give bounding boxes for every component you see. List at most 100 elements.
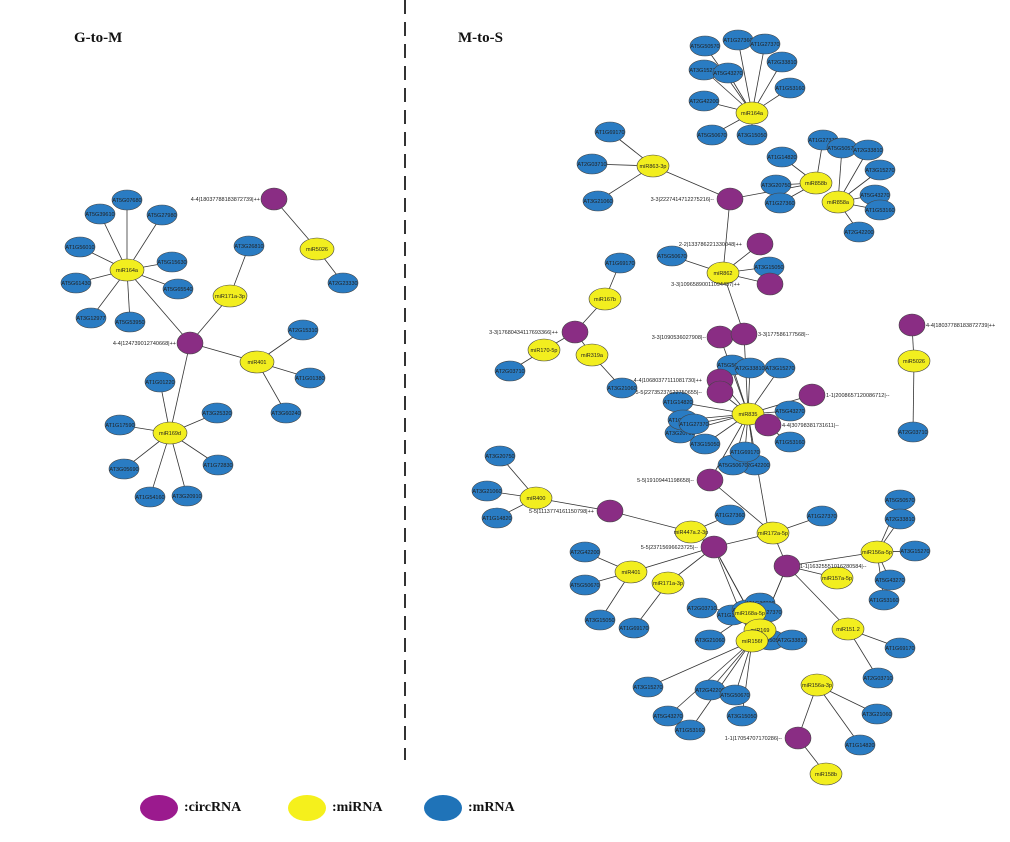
mrna-node[interactable]: AT1G27370 <box>806 505 838 527</box>
mrna-node[interactable]: AT2G03710 <box>862 667 894 689</box>
mrna-node[interactable]: AT5G50670 <box>656 245 688 267</box>
circrna-node[interactable] <box>176 331 204 355</box>
circrna-node[interactable] <box>773 554 801 578</box>
mrna-node[interactable]: AT5G50670 <box>696 124 728 146</box>
circrna-node[interactable] <box>260 187 288 211</box>
mrna-node[interactable]: AT2G33810 <box>734 357 766 379</box>
mrna-node[interactable]: AT3G26810 <box>233 235 265 257</box>
mrna-node[interactable]: AT3G15050 <box>736 124 768 146</box>
mrna-node[interactable]: AT1G17590 <box>104 414 136 436</box>
mrna-node[interactable]: AT2G33810 <box>884 508 916 530</box>
mrna-node[interactable]: AT5G39610 <box>84 203 116 225</box>
mrna-node[interactable]: AT5G61430 <box>60 272 92 294</box>
mirna-node[interactable]: miR172a-5p <box>756 521 790 545</box>
mirna-node[interactable]: miR319a <box>575 343 609 367</box>
mrna-node[interactable]: AT5G43270 <box>874 569 906 591</box>
circrna-node[interactable] <box>716 187 744 211</box>
circrna-node[interactable] <box>756 272 784 296</box>
circrna-node[interactable] <box>706 325 734 349</box>
mirna-node[interactable]: miR862 <box>706 261 740 285</box>
mrna-node[interactable]: AT2G42200 <box>569 541 601 563</box>
mrna-node[interactable]: AT1G01220 <box>144 371 176 393</box>
mrna-node[interactable]: AT3G21060 <box>861 703 893 725</box>
mrna-node[interactable]: AT3G20910 <box>171 485 203 507</box>
mirna-node[interactable]: miR171a-3p <box>212 284 248 308</box>
mrna-node[interactable]: AT1G72830 <box>202 454 234 476</box>
mirna-node[interactable]: miR835 <box>731 402 765 426</box>
mrna-node[interactable]: AT2G15310 <box>287 319 319 341</box>
mrna-node[interactable]: AT1G27360 <box>714 504 746 526</box>
mrna-node[interactable]: AT3G21060 <box>582 190 614 212</box>
mrna-node[interactable]: AT2G33810 <box>776 629 808 651</box>
mrna-node[interactable]: AT5G43270 <box>652 705 684 727</box>
mrna-node[interactable]: AT2G33810 <box>852 139 884 161</box>
mirna-node[interactable]: miR858a <box>821 190 855 214</box>
mirna-node[interactable]: miR167b <box>588 287 622 311</box>
mrna-node[interactable]: AT5G50570 <box>689 35 721 57</box>
mirna-node[interactable]: miR401 <box>614 560 648 584</box>
mrna-node[interactable]: AT1G14820 <box>766 146 798 168</box>
mrna-node[interactable]: AT1G14820 <box>844 734 876 756</box>
mirna-node[interactable]: miR156a-5p <box>860 540 894 564</box>
mrna-node[interactable]: AT5G65540 <box>162 278 194 300</box>
mrna-node[interactable]: AT2G23330 <box>327 272 359 294</box>
mirna-node[interactable]: miR858b <box>799 171 833 195</box>
circrna-node[interactable] <box>730 322 758 346</box>
mirna-node[interactable]: miR400 <box>519 486 553 510</box>
mirna-node[interactable]: miR157a-5p <box>820 566 854 590</box>
mrna-node[interactable]: AT2G33810 <box>766 51 798 73</box>
mrna-node[interactable]: AT3G15050 <box>689 433 721 455</box>
mrna-node[interactable]: AT3G21060 <box>606 377 638 399</box>
circrna-node[interactable] <box>561 320 589 344</box>
mrna-node[interactable]: AT3G60240 <box>270 402 302 424</box>
mirna-node[interactable]: miR5026 <box>299 237 335 261</box>
mrna-node[interactable]: AT3G20750 <box>760 174 792 196</box>
circrna-node[interactable] <box>696 468 724 492</box>
mirna-node[interactable]: miR401 <box>239 350 275 374</box>
mrna-node[interactable]: AT1G53160 <box>674 719 706 741</box>
mrna-node[interactable]: AT2G03710 <box>494 360 526 382</box>
mrna-node[interactable]: AT1G53160 <box>774 431 806 453</box>
mirna-node[interactable]: miR158b <box>809 762 843 786</box>
mirna-node[interactable]: miR169d <box>152 421 188 445</box>
mrna-node[interactable]: AT1G69170 <box>604 252 636 274</box>
mrna-node[interactable]: AT2G03710 <box>897 421 929 443</box>
mrna-node[interactable]: AT3G15050 <box>584 609 616 631</box>
mrna-node[interactable]: AT1G27370 <box>678 413 710 435</box>
mrna-node[interactable]: AT1G69170 <box>884 637 916 659</box>
mrna-node[interactable]: AT3G21060 <box>471 480 503 502</box>
mrna-node[interactable]: AT1G69170 <box>594 121 626 143</box>
mrna-node[interactable]: AT1G01380 <box>294 367 326 389</box>
mrna-node[interactable]: AT1G14820 <box>481 507 513 529</box>
mrna-node[interactable]: AT2G42200 <box>688 90 720 112</box>
mirna-node[interactable]: miR156a-3p <box>800 673 834 697</box>
mrna-node[interactable]: AT2G03710 <box>686 597 718 619</box>
mrna-node[interactable]: AT5G43270 <box>774 400 806 422</box>
mrna-node[interactable]: AT1G27370 <box>749 33 781 55</box>
mrna-node[interactable]: AT5G07680 <box>111 189 143 211</box>
mrna-node[interactable]: AT5G50670 <box>569 574 601 596</box>
circrna-node[interactable] <box>596 499 624 523</box>
mirna-node[interactable]: miR5026 <box>897 349 931 373</box>
mrna-node[interactable]: AT3G12977 <box>75 307 107 329</box>
mrna-node[interactable]: AT3G15050 <box>726 705 758 727</box>
circrna-node[interactable] <box>754 413 782 437</box>
mrna-node[interactable]: AT1G53160 <box>774 77 806 99</box>
mrna-node[interactable]: AT2G42200 <box>843 221 875 243</box>
mrna-node[interactable]: AT3G25320 <box>201 402 233 424</box>
mirna-node[interactable]: miR164a <box>735 101 769 125</box>
mrna-node[interactable]: AT1G27360 <box>722 29 754 51</box>
mrna-node[interactable]: AT3G21060 <box>694 629 726 651</box>
mrna-node[interactable]: AT3G15270 <box>899 540 931 562</box>
mrna-node[interactable]: AT5G50570 <box>884 489 916 511</box>
mrna-node[interactable]: AT5G50670 <box>719 684 751 706</box>
mrna-node[interactable]: AT1G69170 <box>729 441 761 463</box>
mrna-node[interactable]: AT3G15270 <box>764 357 796 379</box>
circrna-node[interactable] <box>898 313 926 337</box>
circrna-node[interactable] <box>700 535 728 559</box>
circrna-node[interactable] <box>746 232 774 256</box>
mirna-node[interactable]: miR151.2 <box>831 617 865 641</box>
mirna-node[interactable]: miR171a-3p <box>651 571 685 595</box>
mrna-node[interactable]: AT5G43270 <box>712 62 744 84</box>
mrna-node[interactable]: AT3G20750 <box>484 445 516 467</box>
